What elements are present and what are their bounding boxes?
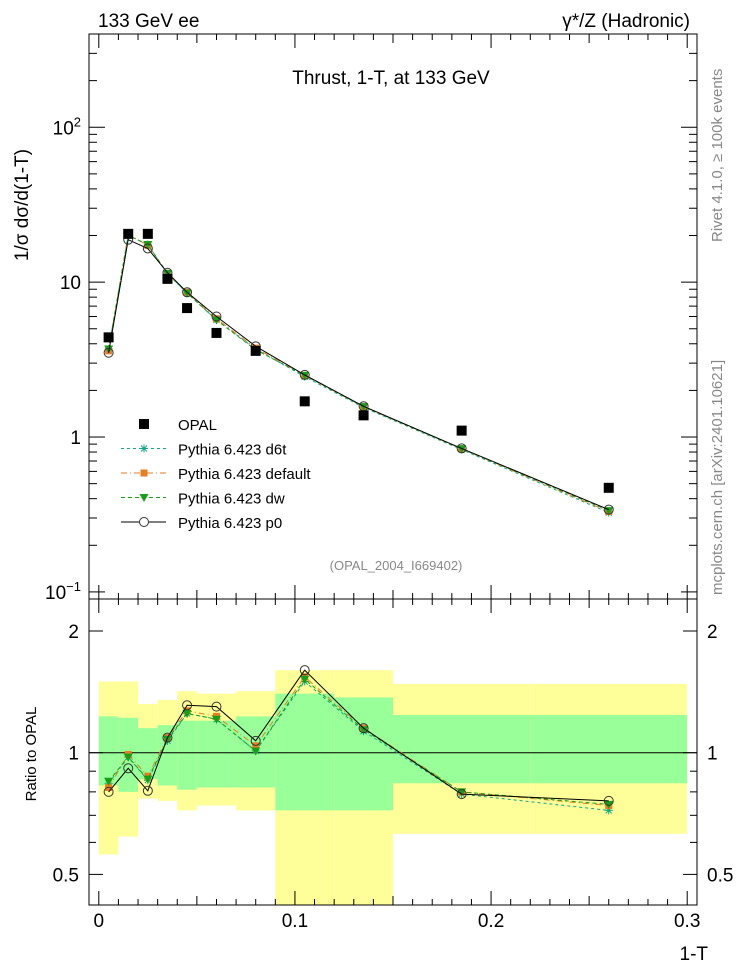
ratio-point (143, 775, 153, 784)
band-inner (275, 693, 335, 811)
analysis-watermark: (OPAL_2004_I669402) (330, 558, 463, 573)
x-axis-label: 1-T (680, 944, 709, 965)
ratio-point (162, 735, 172, 744)
ratio-y-tick-label-left: 1 (68, 744, 79, 765)
band-inner (177, 720, 197, 790)
opal-point (250, 345, 261, 356)
ratio-point (604, 800, 614, 809)
ratio-point (251, 747, 261, 756)
opal-point (299, 396, 310, 407)
y-tick-label: 102 (53, 114, 81, 139)
mc-point (299, 369, 310, 380)
x-tick-label: 0.1 (282, 911, 308, 932)
opal-point (211, 327, 222, 338)
opal-point (123, 228, 134, 239)
legend-marker-opal (139, 419, 149, 429)
x-tick-label: 0.2 (478, 911, 504, 932)
legend-label: Pythia 6.423 d6t (178, 442, 287, 459)
ratio-uncertainty-bands (98, 670, 688, 905)
ratio-point (162, 732, 173, 743)
ratio-point (182, 700, 193, 711)
legend-marker (140, 444, 148, 453)
opal-point (456, 425, 467, 436)
mc-point (143, 240, 153, 249)
mc-line (108, 238, 609, 511)
main-title: Thrust, 1-T, at 133 GeV (292, 68, 490, 89)
ratio-point (603, 795, 614, 806)
ratio-series-3 (103, 665, 614, 806)
ratio-point (359, 726, 369, 735)
mc-point (162, 269, 172, 278)
mc-point (182, 287, 193, 298)
ratio-ticks: 0.5 0.5 1 1 2 2 0 0.1 0.2 0.3 (53, 599, 733, 932)
legend: OPAL Pythia 6.423 d6t Pythia 6.423 default… (121, 417, 311, 532)
legend-label: Pythia 6.423 default (178, 466, 311, 483)
opal-data-points (103, 228, 614, 493)
mc-point (603, 504, 614, 515)
ratio-line (108, 669, 609, 802)
opal-point (182, 303, 193, 314)
legend-marker (139, 517, 149, 527)
band-inner (196, 720, 237, 788)
mc-point (182, 289, 192, 298)
ratio-y-tick-label-left: 2 (68, 622, 79, 643)
y-tick-label: 10−1 (45, 579, 81, 604)
ratio-point (211, 715, 221, 724)
ratio-point (250, 735, 261, 746)
main-y-axis-label: 1/σ dσ/d(1-T) (12, 149, 33, 261)
legend-label: Pythia 6.423 dw (178, 491, 285, 508)
main-panel: Thrust, 1-T, at 133 GeV 1/σ dσ/d(1-T) (O… (12, 33, 698, 604)
mc-point (104, 345, 114, 354)
ratio-point (299, 665, 310, 676)
ratio-point (182, 710, 192, 719)
ratio-panel: Ratio to OPAL 1-T 0.5 0.5 1 1 2 2 0 0.1 0.2 0.3 (23, 598, 733, 965)
band-inner (393, 714, 531, 784)
legend-label: Pythia 6.423 p0 (178, 515, 282, 532)
mc-point (103, 347, 114, 358)
ratio-y-tick-label-right: 2 (707, 622, 718, 643)
ratio-point (103, 786, 114, 797)
legend-label: OPAL (178, 417, 217, 434)
ratio-y-tick-label-right: 1 (707, 744, 718, 765)
legend-marker (139, 494, 149, 502)
x-tick-label: 0.3 (674, 911, 700, 932)
opal-point (103, 332, 114, 343)
ratio-series-group (103, 665, 614, 815)
opal-point (603, 482, 614, 493)
band-inner (530, 714, 688, 784)
y-tick-label: 10 (60, 273, 81, 294)
band-inner (98, 716, 119, 786)
opal-point (162, 273, 173, 284)
ratio-point (358, 723, 369, 734)
header-left: 133 GeV ee (98, 11, 199, 32)
mc-line (108, 234, 609, 514)
ratio-y-tick-label-right: 0.5 (707, 865, 733, 886)
ratio-y-axis-label: Ratio to OPAL (23, 707, 40, 802)
ratio-point (123, 753, 133, 762)
x-tick-label: 0 (94, 911, 105, 932)
ratio-point (211, 701, 222, 712)
mc-point (211, 311, 222, 322)
opal-point (358, 410, 369, 421)
header-right: γ*/Z (Hadronic) (562, 11, 690, 32)
opal-point (142, 228, 153, 239)
ratio-point (123, 763, 134, 774)
legend-marker (140, 469, 148, 477)
ratio-point (300, 675, 310, 684)
ratio-point (604, 806, 613, 815)
band-inner (334, 697, 393, 811)
ratio-point (104, 777, 114, 786)
ratio-point (142, 785, 153, 796)
mc-point (142, 243, 153, 254)
mcplots-site-label: mcplots.cern.ch [arXiv:2401.10621] (709, 360, 726, 595)
rivet-version-label: Rivet 4.1.0, ≥ 100k events (709, 69, 726, 242)
y-tick-label: 1 (70, 428, 81, 449)
ratio-point (456, 789, 467, 800)
band-inner (157, 725, 178, 786)
ratio-y-tick-label-left: 0.5 (53, 865, 79, 886)
mc-point (456, 443, 467, 454)
main-ticks: 10−1 1 10 102 (45, 33, 697, 604)
